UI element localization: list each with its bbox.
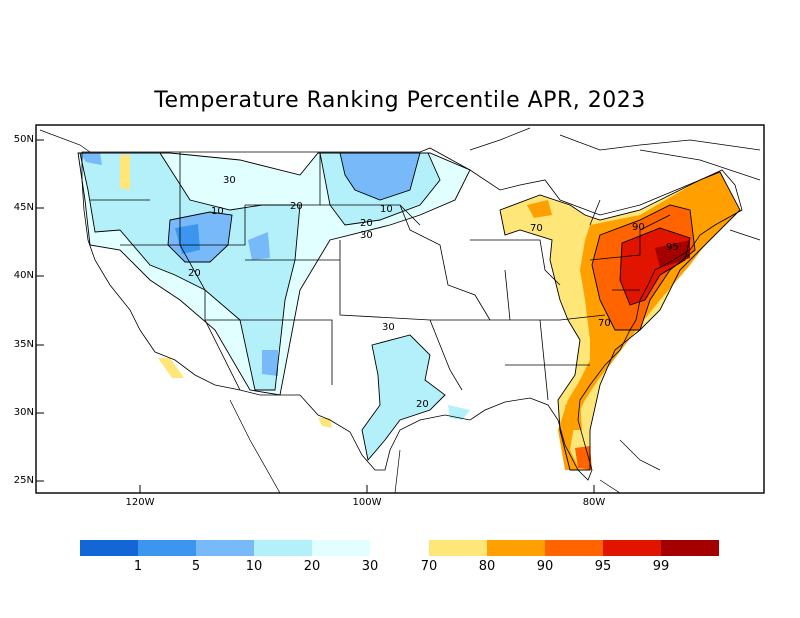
lat-label-40n: 40N: [13, 270, 34, 281]
legend-swatch: [429, 540, 487, 556]
newmexico-blue-shading: [262, 350, 278, 376]
legend-swatch: [312, 540, 370, 556]
lon-label-100w: 100W: [352, 497, 382, 508]
connecticut-darkred-shading: [655, 240, 690, 268]
axis-ticks: [36, 139, 595, 493]
washington-blue-shading: [80, 153, 102, 165]
legend-swatch: [254, 540, 312, 556]
legend-tick-label: 10: [245, 559, 263, 574]
color-legend: 1 5 10 20 30 70 80 90 95 99: [0, 540, 800, 600]
contour-label: 20: [290, 201, 303, 212]
texas-lightblue-shading: [362, 335, 445, 460]
colorado-blue-shading: [248, 232, 270, 260]
legend-swatch: [545, 540, 603, 556]
contour-label: 30: [360, 230, 373, 241]
legend-tick-label: 1: [133, 559, 143, 574]
legend-swatch: [603, 540, 661, 556]
state-boundaries: [81, 147, 743, 481]
contour-label: 10: [380, 204, 393, 215]
contour-lines: [77, 152, 741, 471]
contour-label: 70: [530, 223, 543, 234]
legend-tick-label: 30: [361, 559, 379, 574]
northplains-blue-shading: [340, 153, 420, 200]
contour-label: 70: [598, 318, 611, 329]
contour-label: 90: [632, 222, 645, 233]
texasgulf-yellow-shading: [318, 418, 332, 428]
lon-label-80w: 80W: [582, 497, 606, 508]
contour-label: 30: [382, 322, 395, 333]
lat-label-30n: 30N: [13, 407, 34, 418]
cool-anomaly-regions: [78, 153, 470, 460]
map-title: Temperature Ranking Percentile APR, 2023: [154, 88, 646, 113]
lat-label-35n: 35N: [13, 339, 34, 350]
florida-darkorange-shading: [575, 446, 592, 470]
legend-tick-label: 95: [594, 559, 612, 574]
legend-swatch: [80, 540, 138, 556]
legend-swatch: [487, 540, 545, 556]
legend-tick-label: 99: [652, 559, 670, 574]
legend-tick-label: 90: [536, 559, 554, 574]
us-outline: [81, 147, 743, 481]
legend-swatch: [661, 540, 719, 556]
contour-label: 10: [211, 206, 224, 217]
gulf-lightblue-shading: [448, 405, 470, 420]
legend-tick-label: 70: [420, 559, 438, 574]
legend-swatch: [196, 540, 254, 556]
lat-label-45n: 45N: [13, 202, 34, 213]
mi-orange-shading: [527, 200, 552, 218]
legend-tick-label: 5: [191, 559, 201, 574]
wa-yellow-shading: [120, 155, 130, 190]
legend-swatch: [138, 540, 196, 556]
lat-label-25n: 25N: [13, 475, 34, 486]
sw-yellow-shading: [158, 358, 184, 378]
contour-label: 20: [188, 268, 201, 279]
lat-label-50n: 50N: [13, 134, 34, 145]
contour-label: 20: [416, 399, 429, 410]
lon-label-120w: 120W: [125, 497, 155, 508]
contour-label: 20: [360, 218, 373, 229]
map-frame: [35, 124, 765, 494]
legend-tick-label: 80: [478, 559, 496, 574]
contour-label: 30: [223, 175, 236, 186]
contour-label: 95: [666, 242, 679, 253]
neighbor-coastlines: [39, 127, 761, 493]
legend-tick-label: 20: [303, 559, 321, 574]
florida-orange-shading: [565, 400, 582, 430]
